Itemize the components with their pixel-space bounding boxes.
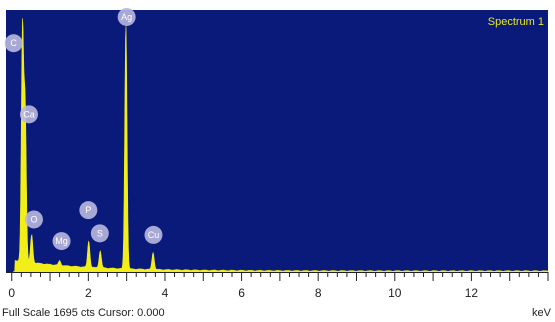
peak-label-c: C: [4, 34, 23, 53]
peak-label-ca: Ca: [19, 105, 38, 124]
peak-label-p: P: [79, 201, 98, 220]
peak-bubble: [144, 225, 163, 244]
spectrum-area: [13, 18, 549, 273]
x-axis-unit: keV: [532, 307, 552, 319]
peak-label-text: Ca: [23, 109, 35, 119]
peak-label-text: Ag: [121, 12, 132, 22]
x-tick-label: 0: [8, 286, 15, 300]
peak-bubble: [79, 201, 98, 220]
peak-label-text: O: [30, 214, 37, 224]
x-axis-ticks: 0 2 4 6 8 10 12: [8, 272, 549, 300]
peak-label-mg: Mg: [52, 232, 71, 251]
peak-bubble: [52, 232, 71, 251]
peak-label-text: S: [97, 228, 103, 238]
peak-label-o: O: [24, 210, 43, 229]
peak-label-text: Mg: [55, 236, 68, 246]
x-tick-label: 8: [315, 286, 322, 300]
peak-label-ag: Ag: [117, 7, 136, 26]
x-tick-label: 12: [465, 286, 479, 300]
plot-area: [6, 10, 548, 272]
peak-bubble: [19, 105, 38, 124]
peak-bubble: [24, 210, 43, 229]
peak-bubble: [117, 7, 136, 26]
x-tick-label: 2: [85, 286, 92, 300]
peak-label-text: P: [85, 205, 91, 215]
peak-label-text: Cu: [148, 230, 160, 240]
peak-bubble: [4, 34, 23, 53]
x-tick-label: 4: [162, 286, 169, 300]
spectrum-layer: [13, 18, 549, 273]
footer-full-scale: Full Scale 1695 cts Cursor: 0.000: [2, 307, 165, 319]
peak-labels: C Ca O Mg P S Ag Cu: [4, 7, 163, 251]
peak-label-text: C: [10, 38, 17, 48]
spectrum-title: Spectrum 1: [488, 16, 544, 28]
x-tick-label: 10: [388, 286, 402, 300]
peak-label-s: S: [90, 224, 109, 243]
x-tick-label: 6: [238, 286, 245, 300]
peak-bubble: [90, 224, 109, 243]
peak-label-cu: Cu: [144, 225, 163, 244]
